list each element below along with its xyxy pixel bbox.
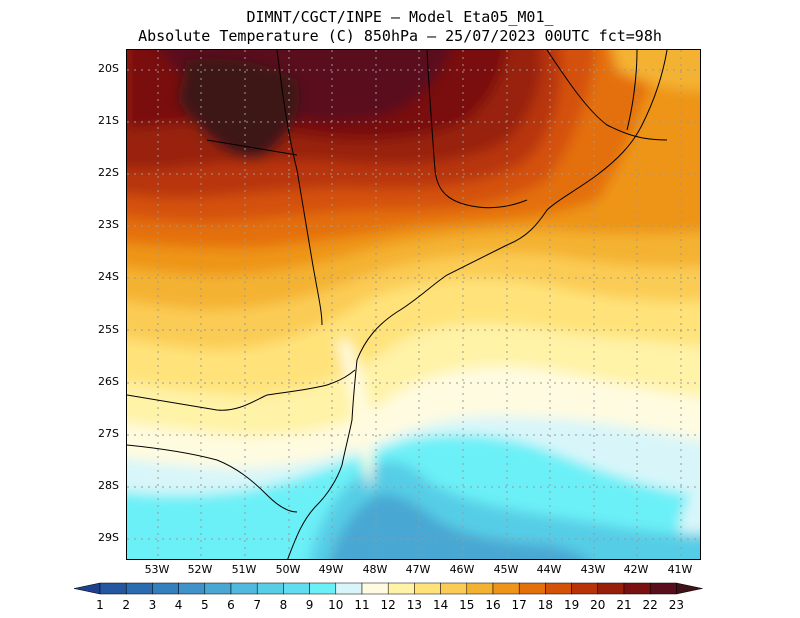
colorbar-swatch	[571, 582, 599, 595]
lat-label: 29S	[98, 531, 119, 544]
colorbar-label: 15	[459, 598, 475, 612]
colorbar-label: 21	[616, 598, 632, 612]
colorbar-label: 13	[406, 598, 423, 612]
colorbar-swatch	[309, 582, 337, 595]
lat-label: 23S	[98, 218, 119, 231]
colorbar-swatch	[623, 582, 651, 595]
colorbar-swatch	[178, 582, 206, 595]
map-title-line-1: DIMNT/CGCT/INPE – Model Eta05_M01_	[246, 8, 554, 26]
lat-label: 21S	[98, 114, 119, 127]
lon-label: 51W	[231, 563, 257, 576]
lon-label: 50W	[275, 563, 301, 576]
colorbar-label: 18	[537, 598, 554, 612]
colorbar-label: 19	[563, 598, 580, 612]
colorbar-label: 11	[354, 598, 370, 612]
lon-label: 46W	[449, 563, 475, 576]
colorbar-label: 8	[279, 598, 288, 612]
lat-label: 26S	[98, 375, 119, 388]
colorbar-label: 22	[642, 598, 658, 612]
colorbar-label: 2	[122, 598, 130, 612]
lat-label: 28S	[98, 479, 119, 492]
colorbar-swatch	[466, 582, 494, 595]
temperature-map	[126, 49, 701, 560]
colorbar-swatch	[125, 582, 153, 595]
colorbar-arrow-high	[676, 582, 703, 595]
colorbar-label: 6	[227, 598, 235, 612]
colorbar-arrow-low	[73, 582, 101, 595]
lon-label: 41W	[667, 563, 693, 576]
colorbar-swatch	[387, 582, 415, 595]
lat-label: 25S	[98, 323, 119, 336]
lon-label: 49W	[318, 563, 344, 576]
map-title-line-2: Absolute Temperature (C) 850hPa – 25/07/…	[138, 27, 662, 45]
temperature-field	[127, 50, 700, 559]
graticule	[127, 50, 700, 559]
colorbar-swatch	[99, 582, 127, 595]
lat-label: 20S	[98, 62, 119, 75]
colorbar-label: 17	[511, 598, 527, 612]
colorbar-label: 20	[590, 598, 606, 612]
colorbar-swatch	[492, 582, 520, 595]
colorbar-swatch	[204, 582, 232, 595]
colorbar-swatch	[518, 582, 546, 595]
lon-label: 53W	[144, 563, 170, 576]
lon-label: 47W	[405, 563, 431, 576]
colorbar-label: 9	[305, 598, 314, 612]
colorbar-label: 12	[380, 598, 396, 612]
colorbar-label: 3	[148, 598, 157, 612]
colorbar-swatch	[414, 582, 441, 595]
colorbar-swatch	[649, 582, 677, 595]
colorbar	[73, 582, 703, 595]
colorbar-swatch	[440, 582, 468, 595]
colorbar-label: 7	[253, 598, 261, 612]
colorbar-swatch	[256, 582, 284, 595]
colorbar-swatch	[597, 582, 625, 595]
lon-label: 48W	[362, 563, 388, 576]
lat-label: 22S	[98, 166, 119, 179]
colorbar-swatch	[545, 582, 572, 595]
colorbar-label: 4	[174, 598, 183, 612]
colorbar-label: 1	[96, 598, 104, 612]
lon-label: 52W	[187, 563, 213, 576]
colorbar-swatch	[361, 582, 389, 595]
coastline-and-borders	[127, 50, 668, 559]
colorbar-swatch	[335, 582, 363, 595]
colorbar-swatch	[283, 582, 310, 595]
colorbar-label: 16	[485, 598, 501, 612]
lat-label: 27S	[98, 427, 119, 440]
lat-label: 24S	[98, 270, 119, 283]
colorbar-label: 23	[668, 598, 685, 612]
lon-label: 44W	[536, 563, 562, 576]
lon-label: 45W	[493, 563, 519, 576]
lon-label: 42W	[623, 563, 649, 576]
colorbar-swatch	[230, 582, 258, 595]
colorbar-swatch	[152, 582, 179, 595]
lon-label: 43W	[580, 563, 606, 576]
colorbar-label: 5	[200, 598, 209, 612]
colorbar-label: 14	[432, 598, 449, 612]
colorbar-label: 10	[328, 598, 344, 612]
